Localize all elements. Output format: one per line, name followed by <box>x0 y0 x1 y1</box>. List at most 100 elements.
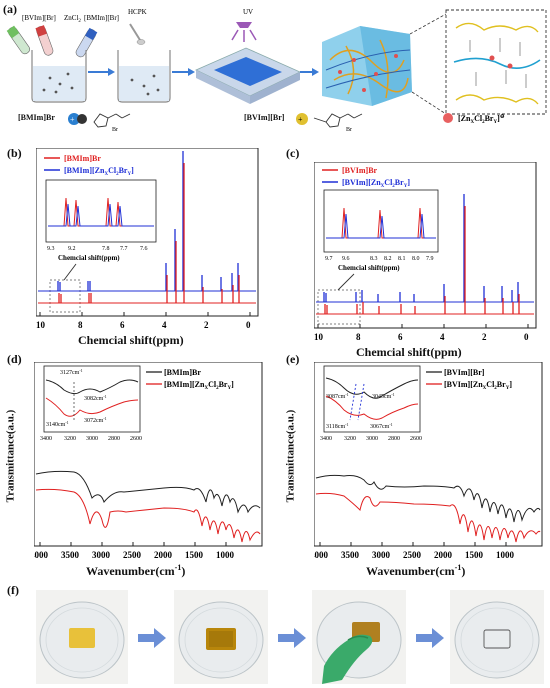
axis-tick-label: 2000 <box>434 550 453 560</box>
svg-text:[BMIm][ZnXCl2BrY]: [BMIm][ZnXCl2BrY] <box>164 380 234 391</box>
axis-tick-label: 0 <box>246 320 251 330</box>
axis-tick-label: 1000 <box>216 550 235 560</box>
svg-text:3400: 3400 <box>320 436 332 442</box>
inset-b-label: Chemcial shift(ppm) <box>58 254 120 262</box>
panel-c-label: (c) <box>286 146 300 160</box>
beaker-1 <box>31 50 87 103</box>
svg-text:2600: 2600 <box>410 436 422 442</box>
ftir-e-red <box>315 492 541 543</box>
svg-text:[BVIm][ZnXCl2BrY]: [BVIm][ZnXCl2BrY] <box>444 380 512 391</box>
axis-tick-label: 10 <box>36 320 46 330</box>
nmr-b-blue-trace <box>38 151 256 292</box>
panel-e-xlabel: Wavenumber(cm-1) <box>366 563 466 578</box>
svg-text:2800: 2800 <box>108 436 120 442</box>
svg-text:7.7: 7.7 <box>120 246 128 252</box>
svg-text:2800: 2800 <box>388 436 400 442</box>
spoon-icon <box>129 23 146 45</box>
ftir-d-black <box>35 470 261 514</box>
e-ann-3087: 3087cm-1 <box>326 392 349 400</box>
axis-tick-label: 6 <box>398 332 403 342</box>
d-ann-3127: 3127cm-1 <box>60 368 83 376</box>
arrow-f1 <box>138 628 166 648</box>
svg-text:8.1: 8.1 <box>398 256 406 262</box>
svg-text:7.8: 7.8 <box>102 246 110 252</box>
svg-text:3000: 3000 <box>366 436 378 442</box>
axis-tick-label: 2 <box>204 320 209 330</box>
inset-e-ticks: 3400 3200 3000 2800 2600 <box>320 436 422 442</box>
axis-tick-label: 3500 <box>61 550 80 560</box>
uv-mold <box>195 47 301 104</box>
axis-tick-label: 2 <box>482 332 487 342</box>
nmr-c-blue-trace <box>316 194 534 303</box>
svg-text:3200: 3200 <box>344 436 356 442</box>
nmr-b-red-trace <box>38 163 256 304</box>
svg-text:9.3: 9.3 <box>47 246 55 252</box>
svg-text:[BVIm]Br: [BVIm]Br <box>342 166 378 175</box>
svg-text:[BMIm][ZnXCl2BrY]: [BMIm][ZnXCl2BrY] <box>64 166 134 177</box>
panel-d-xlabel: Wavenumber(cm-1) <box>86 563 186 578</box>
panel-d-label: (d) <box>7 352 22 366</box>
reagent-bvim-label: [BVIm][Br] <box>22 14 56 22</box>
arrow-f3 <box>416 628 444 648</box>
axis-tick-label: 3000 <box>372 550 391 560</box>
svg-text:Br: Br <box>112 127 118 133</box>
axis-tick-label: 1500 <box>465 550 484 560</box>
axis-tick-label: 1000 <box>496 550 515 560</box>
uv-lamp-icon: UV <box>231 8 257 42</box>
e-ann-3118: 3118cm-1 <box>326 422 348 430</box>
panel-d-ylabel: Transmittance(a.u.) <box>4 409 17 503</box>
axis-tick-label: 2000 <box>154 550 173 560</box>
beaker-2 <box>117 50 171 103</box>
ftir-d-red <box>35 488 261 543</box>
svg-text:8.2: 8.2 <box>384 256 392 262</box>
axis-tick-label: 2500 <box>123 550 142 560</box>
axis-tick-label: 3000 <box>92 550 111 560</box>
zoom-structure <box>445 9 547 115</box>
svg-text:8.0: 8.0 <box>412 256 420 262</box>
panel-d-ftir-chart: 3127cm-1 3082cm-1 3140cm-1 3072cm-1 3400… <box>34 362 263 560</box>
photo-2 <box>174 590 268 684</box>
axis-tick-label: 4 <box>162 320 167 330</box>
reagent-bmim-label: [BMIm][Br] <box>84 14 119 22</box>
svg-text:Br: Br <box>346 127 352 133</box>
e-ann-3067: 3067cm-1 <box>370 422 393 430</box>
panel-c-nmr-chart: [BVIm]Br [BVIm][ZnXCl2BrY] 9.7 9.6 8.3 8… <box>314 162 537 342</box>
axis-tick-label: 10 <box>314 332 324 342</box>
photo-1 <box>36 590 128 684</box>
inset-c-peaks <box>326 207 436 239</box>
legend-bmim-text: [BMIm]Br <box>18 113 55 122</box>
svg-text:9.2: 9.2 <box>68 246 76 252</box>
axis-tick-label: 1500 <box>185 550 204 560</box>
svg-text:9.6: 9.6 <box>342 256 350 262</box>
arrow-a1 <box>88 68 115 76</box>
bvim-structure: + Br <box>296 113 363 133</box>
panel-b-xlabel: Chemcial shift(ppm) <box>78 333 184 347</box>
axis-tick-label: 0 <box>524 332 529 342</box>
axis-tick-label: 4000 <box>314 550 329 560</box>
svg-text:7.9: 7.9 <box>426 256 434 262</box>
svg-text:+: + <box>70 115 75 124</box>
d-ann-3140: 3140cm-1 <box>46 420 69 428</box>
panel-e-ylabel: Transmittance(a.u.) <box>284 409 297 503</box>
axis-tick-label: 8 <box>78 320 83 330</box>
svg-text:8.3: 8.3 <box>370 256 378 262</box>
svg-text:[BVIm][ZnXCl2BrY]: [BVIm][ZnXCl2BrY] <box>342 178 410 189</box>
panel-b-label: (b) <box>7 146 22 160</box>
test-tube-blue <box>75 27 98 58</box>
svg-text:3200: 3200 <box>64 436 76 442</box>
svg-text:+: + <box>298 115 303 124</box>
legend-bvim-text: [BVIm][Br] <box>244 113 285 122</box>
arrow-f2 <box>278 628 306 648</box>
svg-text:[ZnXCl2BrY]⊖: [ZnXCl2BrY]⊖ <box>458 114 505 125</box>
panel-b-nmr-chart: [BMIm]Br [BMIm][ZnXCl2BrY] 9.3 9.2 7.8 7… <box>36 148 259 330</box>
svg-text:[BMIm]Br: [BMIm]Br <box>164 368 201 377</box>
svg-text:UV: UV <box>243 8 253 16</box>
panel-e-label: (e) <box>286 352 300 366</box>
ftir-e-black <box>315 474 541 523</box>
axis-tick-label: 4000 <box>34 550 49 560</box>
panel-c-xlabel: Chemcial shift(ppm) <box>356 345 462 359</box>
d-ann-3072: 3072cm-1 <box>84 416 107 424</box>
panel-e-ftir-chart: 3087cm-1 3045cm-1 3118cm-1 3067cm-1 3400… <box>314 362 543 560</box>
axis-tick-label: 8 <box>356 332 361 342</box>
zn-anion-legend: [ZnXCl2BrY]⊖ <box>443 113 505 125</box>
